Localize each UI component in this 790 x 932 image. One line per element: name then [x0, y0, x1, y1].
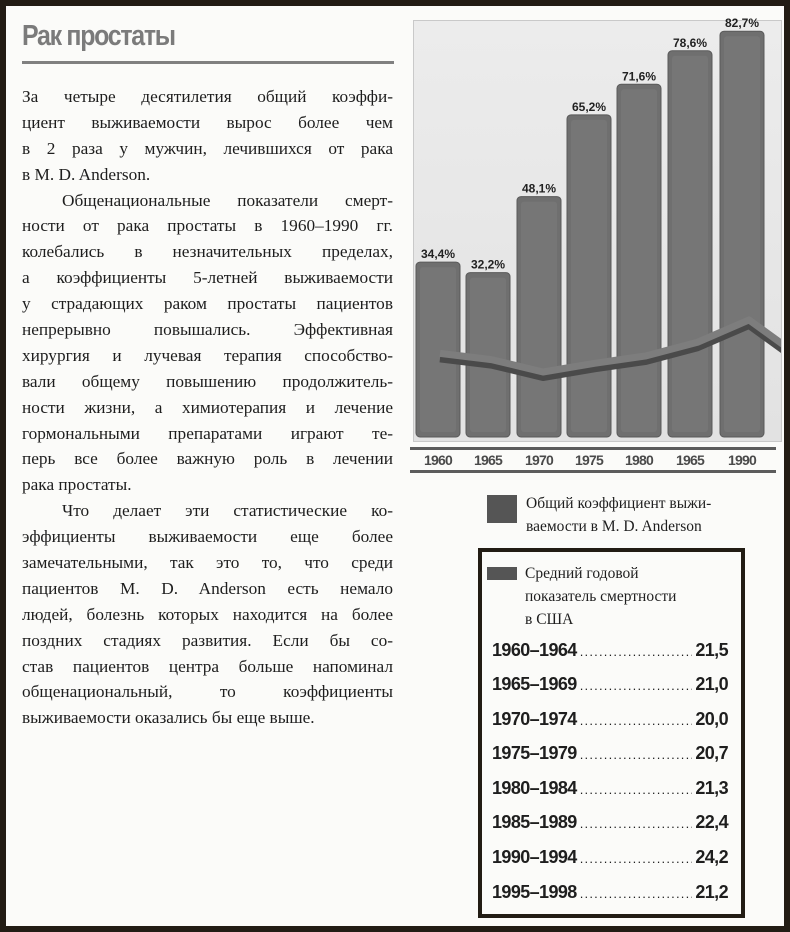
text-line: рака простаты. [22, 475, 132, 495]
text-line: общенациональный, то коэффициенты [22, 682, 393, 702]
mortality-legend-box: Средний годовой показатель смертности в … [478, 548, 745, 918]
period: 1965–1969 [492, 674, 577, 694]
text-line: Общенациональные показатели смерт- [62, 190, 393, 210]
dot-leader: ........................................… [579, 747, 693, 762]
legend-line-label: Средний годовой показатель смертности в … [525, 562, 676, 631]
x-tick-label: 1965 [676, 452, 705, 468]
bar-highlight [672, 55, 708, 433]
title-underline [22, 61, 394, 64]
legend-line-label-line: Средний годовой [525, 565, 639, 582]
legend-bar-swatch [487, 495, 517, 523]
line-shadow [439, 320, 781, 381]
period: 1990–1994 [492, 847, 577, 867]
text-line: перь все более важную роль в лечении [22, 449, 393, 469]
dot-leader: ........................................… [579, 816, 693, 831]
mortality-row: 1995–1998...............................… [492, 882, 729, 903]
bar-highlight [420, 267, 456, 432]
period: 1970–1974 [492, 709, 577, 729]
bar-value-label: 78,6% [673, 36, 707, 50]
legend-line-swatch [487, 567, 517, 580]
bar-highlight [470, 277, 506, 432]
text-line: замечательными, так это то, что среди [22, 553, 393, 573]
text-line: вали общему повышению продолжитель- [22, 371, 393, 391]
text-line: гормональными препаратами играют те- [22, 423, 393, 443]
dot-leader: ........................................… [579, 886, 693, 901]
mortality-value: 21,2 [695, 882, 728, 902]
bar-value-label: 82,7% [725, 16, 759, 30]
text-line: Что делает эти статистические ко- [62, 501, 393, 521]
mortality-value: 24,2 [695, 847, 728, 867]
legend-bar-label: Общий коэффициент выжи- ваемости в M. D.… [526, 492, 711, 538]
text-line: За четыре десятилетия общий коэффи- [22, 87, 393, 106]
text-line: хирургия и лучевая терапия способство- [22, 345, 393, 365]
text-line: в 2 раза у мужчин, лечившихся от рака [22, 138, 393, 158]
period: 1980–1984 [492, 778, 577, 798]
mortality-value: 21,0 [695, 674, 728, 694]
survival-chart: 34,4% 32,2% 48,1% 65,2% 71,6% 78,6% 82,7% 1960… [415, 16, 781, 468]
period: 1975–1979 [492, 743, 577, 763]
mortality-value: 21,3 [695, 778, 728, 798]
axis-rule-top [410, 447, 776, 450]
text-line: непрерывно повышались. Эффективная [22, 320, 393, 340]
period: 1960–1964 [492, 640, 577, 660]
mortality-row: 1960–1964...............................… [492, 640, 729, 661]
legend-line-label-line: показатель смертности [525, 588, 677, 605]
text-line: ности от рака простаты в 1960–1990 гг. [22, 216, 393, 236]
legend-line-label-line: в США [525, 611, 574, 628]
text-line: у страдающих раком простаты пациентов [22, 294, 393, 314]
mortality-row: 1975–1979...............................… [492, 743, 729, 764]
text-line: поздних стадиях развития. Если бы со- [22, 630, 393, 650]
bar-value-label: 34,4% [421, 247, 455, 261]
dot-leader: ........................................… [579, 782, 693, 797]
dot-leader: ........................................… [579, 678, 693, 693]
bar-value-label: 65,2% [572, 100, 606, 114]
x-tick-label: 1965 [474, 452, 503, 468]
page-title: Рак простаты [22, 20, 176, 52]
bar-highlight [621, 89, 657, 432]
period: 1985–1989 [492, 812, 577, 832]
mortality-value: 22,4 [695, 812, 728, 832]
text-line: колебались в незначительных пределах, [22, 242, 393, 262]
mortality-row: 1985–1989...............................… [492, 812, 729, 833]
text-line: циент выживаемости вырос более чем [22, 112, 393, 132]
x-tick-label: 1980 [625, 452, 654, 468]
mortality-row: 1965–1969...............................… [492, 674, 729, 695]
mortality-line [439, 316, 781, 376]
bar-value-label: 71,6% [622, 69, 656, 83]
x-tick-label: 1960 [424, 452, 453, 468]
mortality-value: 21,5 [695, 640, 728, 660]
axis-rule-bottom [410, 470, 776, 473]
mortality-row: 1990–1994...............................… [492, 847, 729, 868]
period: 1995–1998 [492, 882, 577, 902]
dot-leader: ........................................… [579, 851, 693, 866]
bar-value-label: 48,1% [522, 182, 556, 196]
mortality-value: 20,7 [695, 743, 728, 763]
text-line: став пациентов центра больше напоминал [22, 656, 393, 676]
text-line: эффициенты выживаемости еще более [22, 527, 393, 547]
mortality-value: 20,0 [695, 709, 728, 729]
x-tick-label: 1975 [575, 452, 604, 468]
x-tick-label: 1990 [728, 452, 757, 468]
bar-highlight [571, 119, 607, 433]
bar-highlight [724, 36, 760, 432]
dot-leader: ........................................… [579, 644, 693, 659]
mortality-row: 1980–1984...............................… [492, 778, 729, 799]
text-line: ности жизни, а химиотерапия и лечение [22, 397, 393, 417]
bar-highlight [521, 201, 557, 432]
text-line: людей, болезнь которых находится на боле… [22, 604, 393, 624]
text-line: а коэффициенты 5-летней выживаемости [22, 268, 393, 288]
text-line: пациентов M. D. Anderson есть немало [22, 578, 393, 598]
x-tick-label: 1970 [525, 452, 554, 468]
legend-bar-label-line: Общий коэффициент выжи- [526, 495, 712, 512]
article-text: За четыре десятилетия общий коэффи-циент… [22, 84, 393, 731]
text-line: выживаемости оказались бы еще выше. [22, 708, 315, 728]
text-line: в M. D. Anderson. [22, 164, 151, 184]
legend-bar-label-line: ваемости в M. D. Anderson [526, 518, 702, 535]
mortality-row: 1970–1974...............................… [492, 709, 729, 730]
bar-value-label: 32,2% [471, 258, 505, 272]
dot-leader: ........................................… [579, 713, 693, 728]
